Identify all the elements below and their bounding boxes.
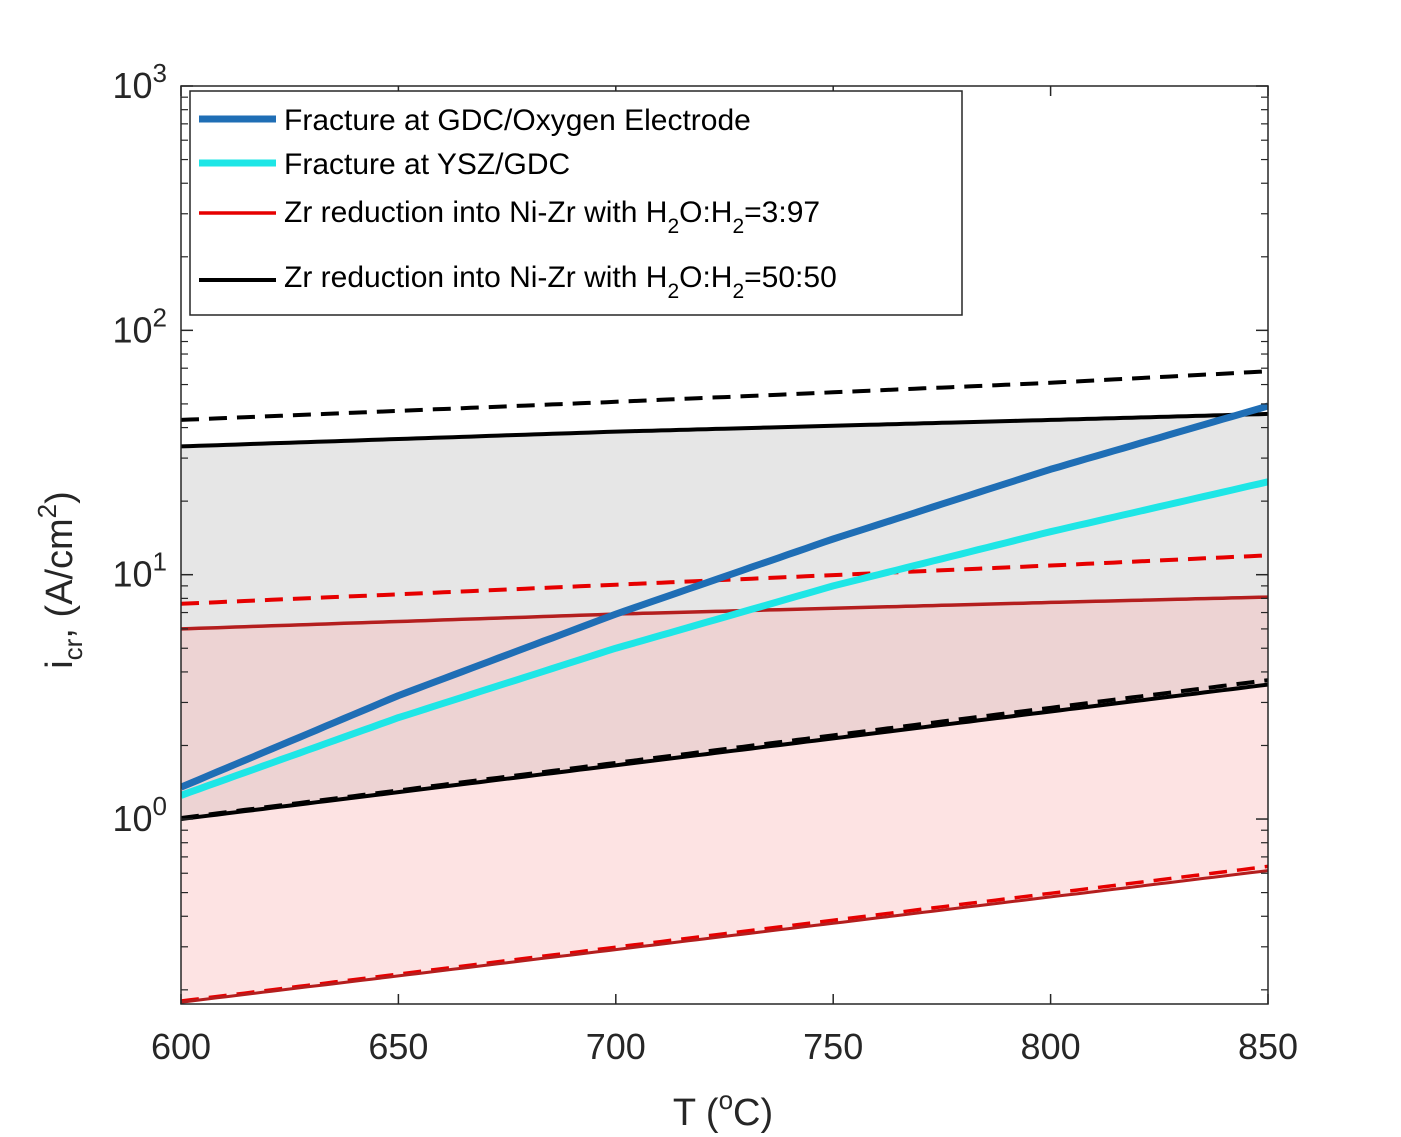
y-tick-label-10: 101 (112, 547, 167, 595)
series-line-fracture-at-ysz-gdc (181, 478, 1268, 799)
x-tick-label-800: 800 (1021, 1026, 1081, 1067)
y-tick-label-1000: 103 (112, 58, 167, 106)
x-tick-label-650: 650 (368, 1026, 428, 1067)
series-line-red-lower-dashed (181, 864, 1268, 1003)
y-tick-label-100: 102 (112, 302, 167, 350)
axes-box (180, 85, 1269, 1005)
x-tick-label-750: 750 (803, 1026, 863, 1067)
plot-area (181, 369, 1268, 1004)
x-axis-label: T (oC) (673, 1085, 773, 1134)
x-tick-label-850: 850 (1238, 1026, 1298, 1067)
axes: 600 650 700 750 800 850 100 101 102 103 (112, 58, 1298, 1067)
x-tick-label-700: 700 (586, 1026, 646, 1067)
series-line-fracture-at-gdc-oxygen-electrode (181, 402, 1268, 791)
legend-box (189, 90, 963, 316)
series-line-black-lower-solid (181, 682, 1268, 821)
legend-label-zr-3-97: Zr reduction into Ni-Zr with H2O:H2=3:97 (284, 196, 820, 238)
series-line-red-lower-solid (181, 869, 1268, 1004)
y-tick-label-1: 100 (112, 791, 167, 839)
y-axis-label: icr, (A/cm2) (32, 491, 88, 669)
plot-content (181, 369, 1268, 1004)
x-tick-label-600: 600 (151, 1026, 211, 1067)
legend-label-zr-50-50: Zr reduction into Ni-Zr with H2O:H2=50:5… (284, 261, 837, 303)
legend-label-ysz-gdc: Fracture at YSZ/GDC (284, 148, 570, 181)
series-line-red-upper-solid (181, 595, 1268, 631)
series-line-black-upper-dashed (181, 369, 1268, 422)
series-line-black-upper-solid (181, 411, 1268, 449)
legend-label-gdc-oxygen: Fracture at GDC/Oxygen Electrode (284, 104, 751, 137)
legend: Fracture at GDC/Oxygen Electrode Fractur… (189, 90, 963, 316)
